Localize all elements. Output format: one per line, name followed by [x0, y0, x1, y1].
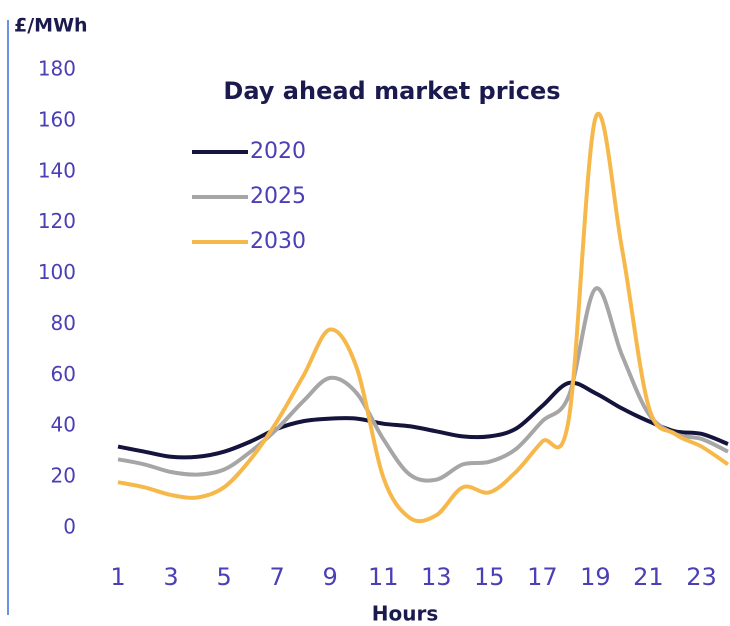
y-tick-label: 80 — [51, 311, 76, 335]
chart-title: Day ahead market prices — [223, 77, 560, 105]
x-tick-label: 23 — [686, 563, 717, 591]
x-tick-label: 1 — [110, 563, 125, 591]
y-tick-label: 120 — [38, 209, 76, 233]
x-tick-label: 21 — [633, 563, 664, 591]
x-tick-label: 5 — [216, 563, 231, 591]
y-tick-label: 180 — [38, 57, 76, 81]
x-tick-label: 15 — [474, 563, 505, 591]
x-tick-label: 13 — [421, 563, 452, 591]
x-tick-label: 3 — [163, 563, 178, 591]
x-tick-label: 19 — [580, 563, 611, 591]
y-tick-label: 140 — [38, 158, 76, 182]
line-series — [117, 286, 729, 483]
legend-label: 2030 — [250, 229, 306, 254]
x-tick-label: 17 — [527, 563, 558, 591]
x-tick-label: 9 — [323, 563, 338, 591]
x-tick-label: 11 — [368, 563, 399, 591]
y-axis-label: £/MWh — [14, 15, 88, 37]
y-tick-label: 60 — [51, 362, 76, 386]
line-series — [117, 380, 729, 460]
y-tick-label: 160 — [38, 107, 76, 131]
y-tick-label: 100 — [38, 260, 76, 284]
y-tick-label: 20 — [51, 464, 76, 488]
line-series — [117, 112, 730, 524]
y-tick-label: 40 — [51, 413, 76, 437]
legend-label: 2025 — [250, 184, 306, 209]
y-tick-label: 0 — [63, 515, 76, 539]
legend-label: 2020 — [250, 139, 306, 164]
x-tick-label: 7 — [269, 563, 284, 591]
x-axis-label: Hours — [372, 602, 438, 626]
